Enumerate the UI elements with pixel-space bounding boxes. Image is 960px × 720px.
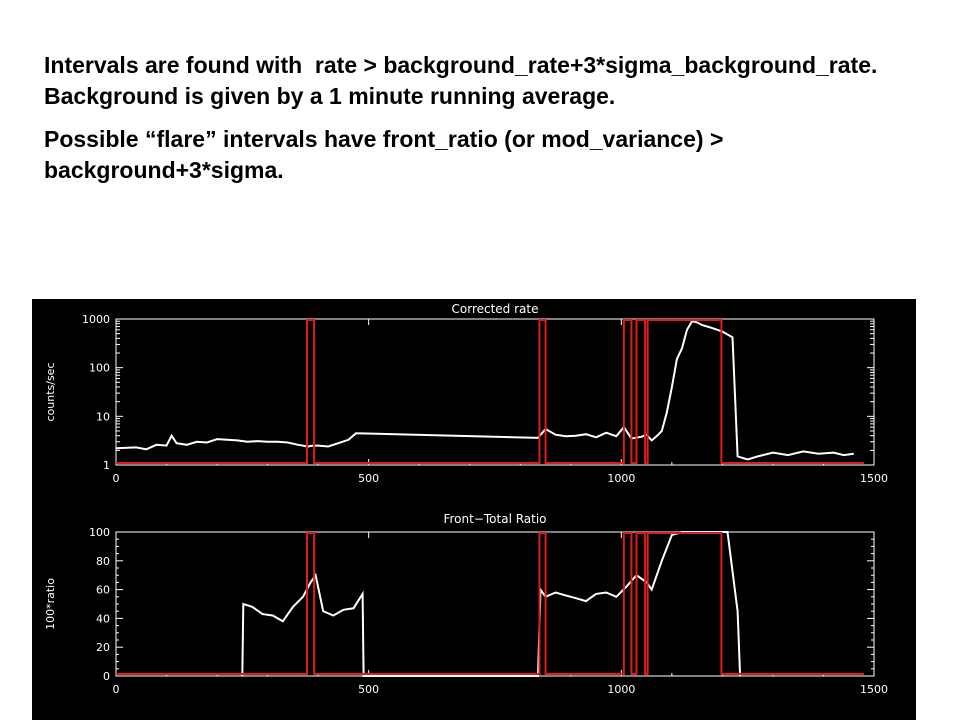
ratio-ytick-label: 40 (96, 612, 110, 625)
slide-text: Intervals are found with rate > backgrou… (44, 50, 924, 198)
rate-series-0 (115, 320, 854, 461)
ratio-ytick-label: 0 (103, 670, 110, 683)
ratio-ytick-label: 60 (96, 584, 110, 597)
rate-ytick-label: 1000 (82, 313, 110, 326)
slide-paragraph-flare: Possible “flare” intervals have front_ra… (44, 126, 730, 183)
rate-plot-frame (115, 318, 875, 466)
plot-panel: Corrected rate counts/sec 0 500 1000 1500 1 10 1… (32, 299, 916, 720)
ratio-xtick-label: 500 (358, 683, 379, 696)
rate-ytick-label: 100 (89, 362, 110, 375)
rate-xtick-label: 1000 (607, 472, 635, 485)
ratio-series-0 (241, 531, 742, 677)
ratio-ytick-label: 20 (96, 641, 110, 654)
ratio-xtick-label: 1000 (607, 683, 635, 696)
ratio-xtick-label: 1500 (860, 683, 888, 696)
rate-interval-markers (116, 319, 864, 464)
rate-xtick-label: 1500 (860, 472, 888, 485)
rate-xtick-label: 500 (358, 472, 379, 485)
rate-ytick-label: 10 (96, 410, 110, 423)
ratio-ylabel: 100*ratio (44, 578, 57, 630)
ratio-ytick-label: 80 (96, 555, 110, 568)
ratio-xtick-label: 0 (113, 683, 120, 696)
rate-title: Corrected rate (452, 302, 539, 316)
slide-paragraph-criteria: Intervals are found with rate > backgrou… (44, 52, 891, 109)
ratio-ytick-label: 100 (89, 526, 110, 539)
rate-ylabel: counts/sec (44, 362, 57, 421)
ratio-title: Front−Total Ratio (443, 512, 546, 526)
ratio-interval-markers (116, 532, 864, 675)
ratio-plot-frame (115, 531, 875, 677)
rate-ytick-label: 1 (103, 459, 110, 472)
rate-xtick-label: 0 (113, 472, 120, 485)
